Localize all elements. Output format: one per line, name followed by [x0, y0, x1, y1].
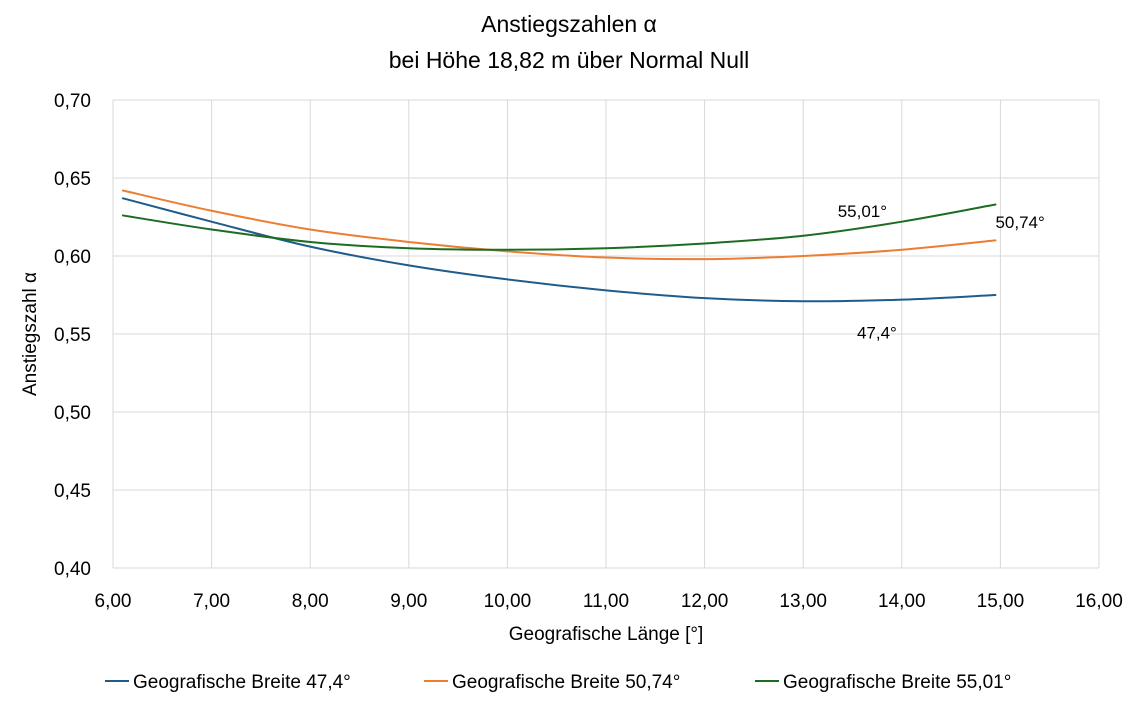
series-annotation-3: 55,01°: [838, 202, 887, 221]
legend-label-1: Geografische Breite 47,4°: [133, 672, 351, 693]
y-tick-label: 0,55: [54, 325, 91, 346]
series-annotation-1: 47,4°: [857, 324, 897, 343]
x-axis-title: Geografische Länge [°]: [509, 624, 704, 645]
y-tick-label: 0,65: [54, 169, 91, 190]
x-tick-label: 7,00: [193, 591, 230, 612]
legend-label-2: Geografische Breite 50,74°: [452, 672, 680, 693]
x-tick-label: 14,00: [878, 591, 926, 612]
x-tick-label: 8,00: [292, 591, 329, 612]
series-annotation-2: 50,74°: [995, 213, 1044, 232]
series-line-3: [121, 203, 997, 251]
y-tick-label: 0,60: [54, 247, 91, 268]
gridlines: [112, 99, 1100, 569]
x-axis-ticks: 6,00 7,00 8,00 9,00 10,00 11,00 12,00 13,00 14,0…: [95, 591, 1123, 612]
y-tick-label: 0,50: [54, 403, 91, 424]
x-tick-label: 16,00: [1075, 591, 1123, 612]
series-lines: [121, 189, 997, 303]
y-tick-label: 0,45: [54, 481, 91, 502]
y-tick-label: 0,70: [54, 91, 91, 112]
x-tick-label: 11,00: [583, 591, 629, 612]
x-tick-label: 15,00: [977, 591, 1025, 612]
x-tick-label: 12,00: [681, 591, 729, 612]
chart-title-line-1: Anstiegszahlen α: [481, 11, 657, 37]
x-tick-label: 9,00: [390, 591, 427, 612]
y-tick-label: 0,40: [54, 559, 91, 580]
legend: Geografische Breite 47,4° Geografische Br…: [105, 672, 1011, 693]
x-tick-label: 13,00: [779, 591, 827, 612]
series-line-1: [121, 197, 997, 303]
x-tick-label: 10,00: [484, 591, 532, 612]
series-annotations: 47,4° 50,74° 55,01°: [838, 202, 1045, 343]
y-axis-ticks: 0,40 0,45 0,50 0,55 0,60 0,65 0,70: [54, 91, 91, 580]
chart-title: Anstiegszahlen α bei Höhe 18,82 m über N…: [389, 11, 750, 73]
y-axis-title: Anstiegszahl α: [20, 272, 41, 396]
legend-label-3: Geografische Breite 55,01°: [783, 672, 1011, 693]
x-tick-label: 6,00: [95, 591, 132, 612]
chart-title-line-2: bei Höhe 18,82 m über Normal Null: [389, 47, 750, 73]
series-line-2: [121, 189, 997, 261]
